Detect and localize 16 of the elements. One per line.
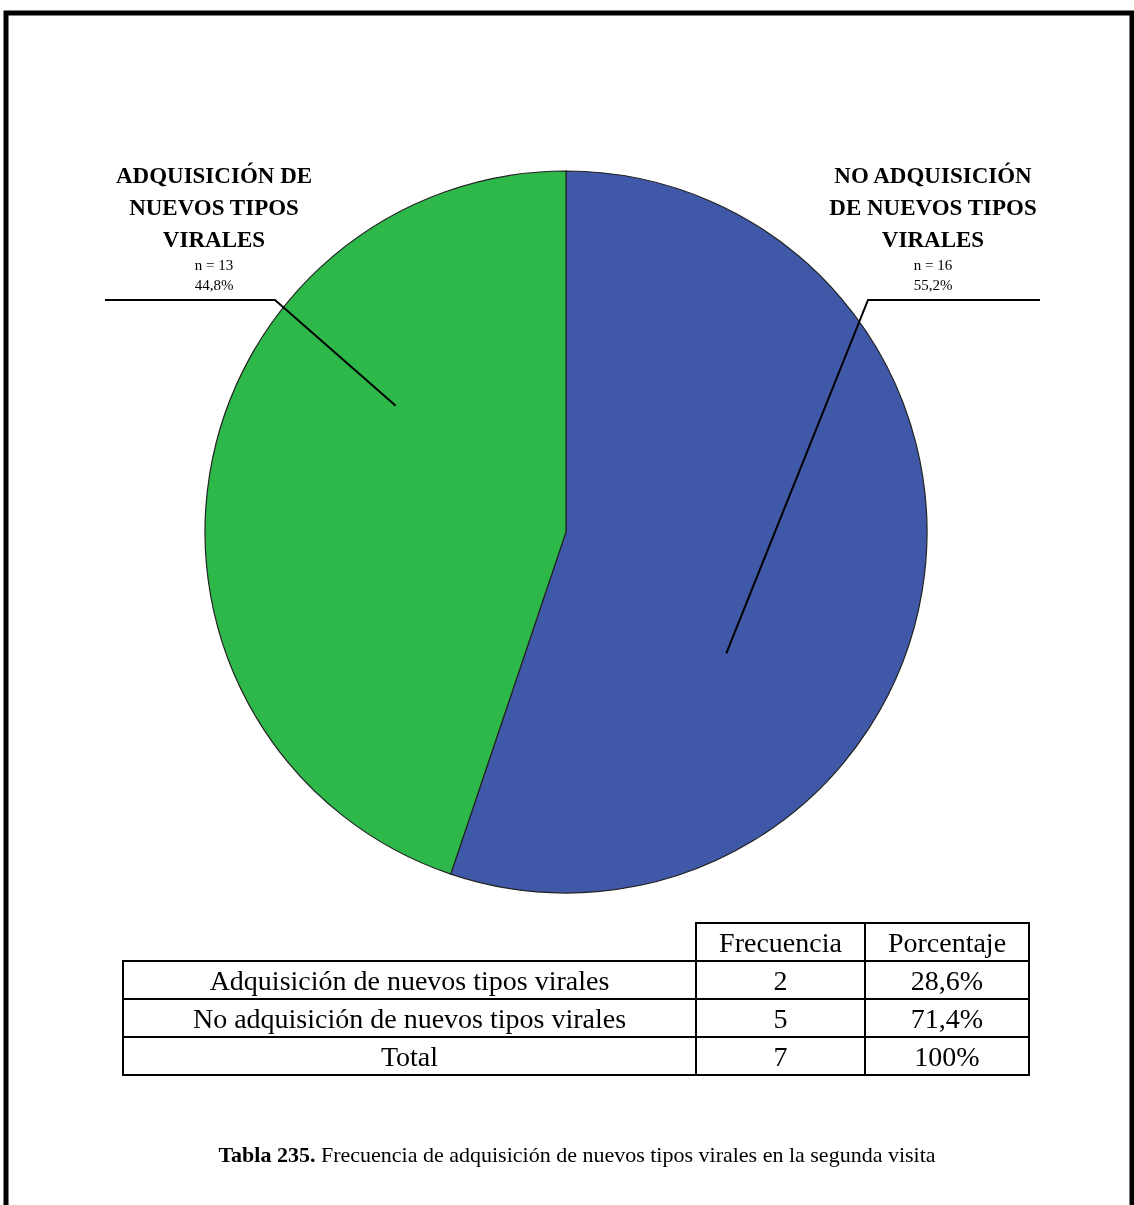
text: Frecuencia — [719, 927, 843, 958]
data-label: n = 13 44,8% — [194, 257, 234, 293]
category-label: Adquisición de nuevos tipos virales — [209, 965, 610, 996]
category-label: No adquisición de nuevos tipos virales — [192, 1003, 627, 1034]
text: Tabla 235. Frecuencia de adquisición de nuevos tipos virales en la segunda visita — [218, 1142, 936, 1167]
data-label: 28,6% — [910, 965, 984, 996]
data-label: 71,4% — [910, 1003, 984, 1034]
text: Porcentaje — [887, 927, 1007, 958]
category-label: Total — [380, 1041, 439, 1072]
data-label: 100% — [914, 1041, 980, 1072]
slice-label: NO ADQUISICIÓN DE NUEVOS TIPOS VIRALES — [829, 162, 1037, 252]
data-label: n = 16 55,2% — [913, 257, 953, 293]
data-label: 2 — [773, 965, 788, 996]
data-label: 7 — [773, 1041, 788, 1072]
data-label: 5 — [773, 1003, 788, 1034]
slice-label: ADQUISICIÓN DE NUEVOS TIPOS VIRALES — [115, 162, 313, 252]
